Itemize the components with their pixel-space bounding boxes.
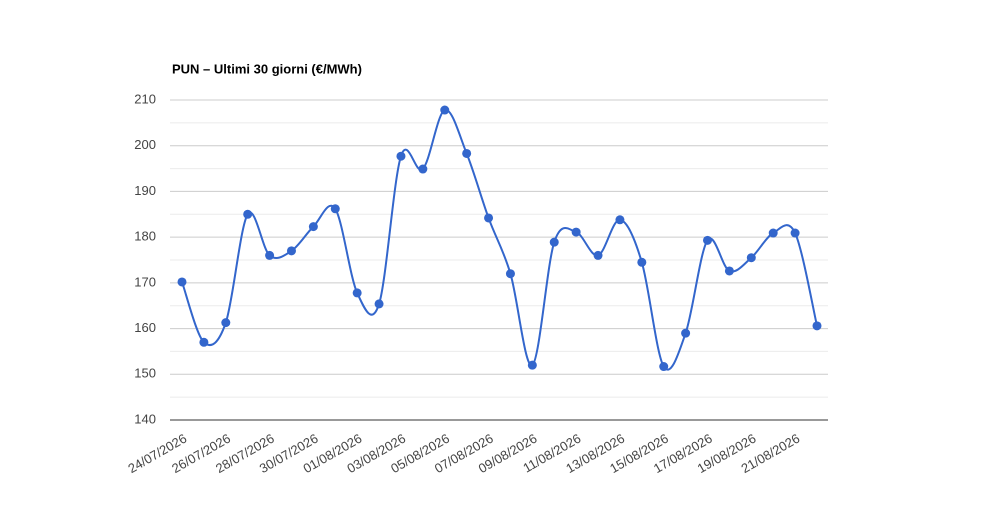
point	[768, 228, 778, 238]
point	[681, 328, 691, 338]
point	[199, 337, 209, 347]
point	[790, 228, 800, 238]
y-tick-label: 140	[134, 411, 156, 426]
point	[374, 299, 384, 309]
y-tick-label: 150	[134, 366, 156, 381]
point	[352, 288, 362, 298]
point	[571, 227, 581, 237]
line	[181, 109, 818, 371]
y-tick-label: 190	[134, 183, 156, 198]
point	[286, 246, 296, 256]
point	[418, 164, 428, 174]
point	[308, 222, 318, 232]
chart-title: PUN – Ultimi 30 giorni (€/MWh)	[172, 61, 362, 76]
point	[812, 321, 822, 331]
point	[221, 318, 231, 328]
y-tick-label: 210	[134, 91, 156, 106]
point	[703, 235, 713, 245]
point	[243, 209, 253, 219]
point	[527, 360, 537, 370]
point	[659, 362, 669, 372]
point	[440, 105, 450, 115]
point	[177, 277, 187, 287]
point	[549, 237, 559, 247]
y-tick-label: 170	[134, 274, 156, 289]
point	[396, 151, 406, 161]
point	[462, 148, 472, 158]
y-tick-label: 160	[134, 320, 156, 335]
point	[746, 253, 756, 263]
y-tick-label: 200	[134, 137, 156, 152]
point	[505, 269, 515, 279]
point	[637, 257, 647, 267]
point	[724, 266, 734, 276]
point	[593, 250, 603, 260]
y-tick-label: 180	[134, 229, 156, 244]
point	[615, 215, 625, 225]
point	[484, 213, 494, 223]
point	[265, 250, 275, 260]
point	[330, 204, 340, 214]
